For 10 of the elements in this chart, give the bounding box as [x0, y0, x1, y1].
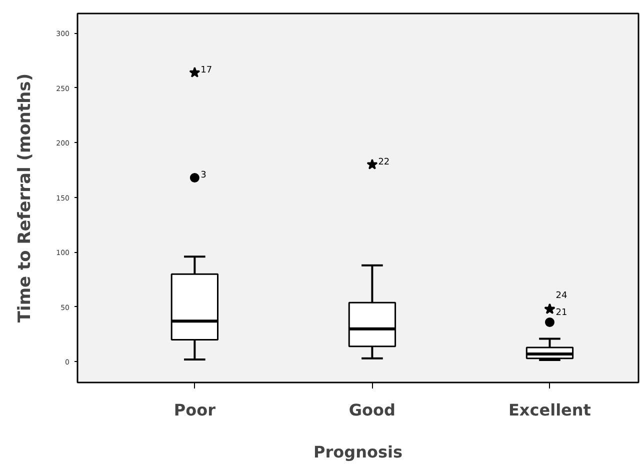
x-axis-title: Prognosis [314, 442, 402, 462]
y-axis-title: Time to Referral (months) [15, 73, 36, 323]
annotation: 24 [556, 291, 568, 302]
x-tick-label: Poor [174, 400, 216, 420]
x-tick-label: Good [348, 400, 396, 420]
annotation: 3 [200, 170, 206, 181]
annotation: 22 [378, 158, 390, 168]
annotation: 17 [200, 66, 212, 76]
x-tick-label: Excellent [508, 400, 592, 420]
annotation: 21 [556, 308, 568, 318]
